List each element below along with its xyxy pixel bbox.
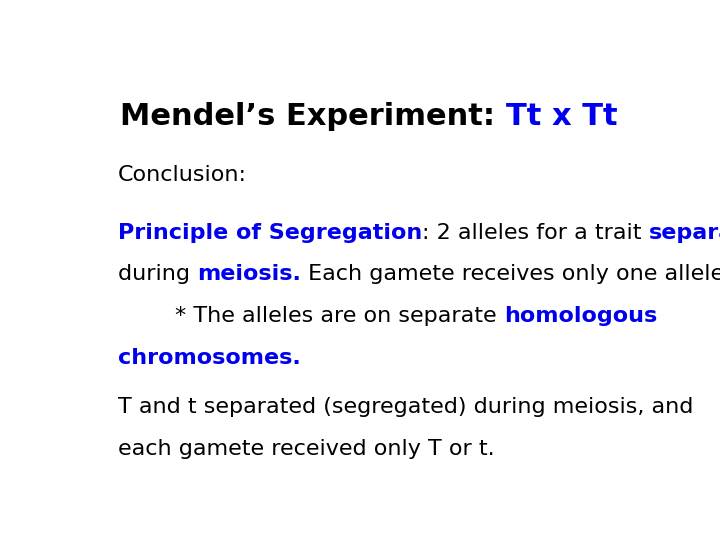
Text: Each gamete receives only one allele.: Each gamete receives only one allele. xyxy=(301,265,720,285)
Text: : 2 alleles for a trait: : 2 alleles for a trait xyxy=(422,223,649,243)
Text: * The alleles are on separate: * The alleles are on separate xyxy=(118,306,504,326)
Text: Tt x Tt: Tt x Tt xyxy=(506,102,618,131)
Text: meiosis.: meiosis. xyxy=(197,265,301,285)
Text: Mendel’s Experiment:: Mendel’s Experiment: xyxy=(120,102,506,131)
Text: Principle of Segregation: Principle of Segregation xyxy=(118,223,422,243)
Text: chromosomes.: chromosomes. xyxy=(118,348,301,368)
Text: Conclusion:: Conclusion: xyxy=(118,165,247,185)
Text: T and t separated (segregated) during meiosis, and: T and t separated (segregated) during me… xyxy=(118,397,693,417)
Text: homologous: homologous xyxy=(504,306,657,326)
Text: separate: separate xyxy=(649,223,720,243)
Text: during: during xyxy=(118,265,197,285)
Text: each gamete received only T or t.: each gamete received only T or t. xyxy=(118,439,495,459)
